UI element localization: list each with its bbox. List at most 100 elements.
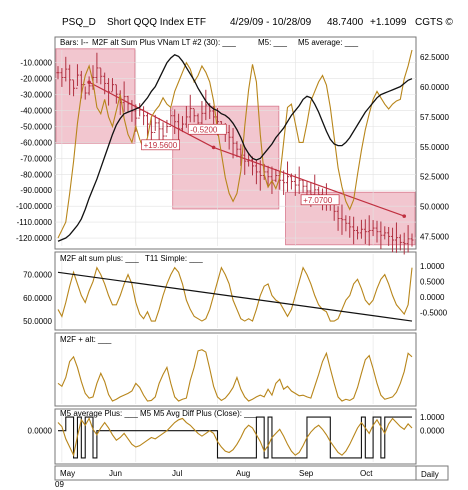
- price-bar: [173, 109, 177, 135]
- header-name: Short QQQ Index ETF: [107, 17, 206, 28]
- price-left-tick: -90.0000: [20, 186, 52, 195]
- price-bar: [188, 94, 192, 123]
- price-bar: [293, 174, 297, 196]
- price-bar: [60, 68, 64, 87]
- price-bar: [258, 160, 262, 191]
- price-bar: [169, 106, 173, 127]
- month-label-oct: Oct: [360, 469, 373, 478]
- price-bar: [375, 220, 379, 243]
- price-bar: [200, 101, 204, 126]
- price-bar: [391, 227, 395, 253]
- m2f-alt-panel-frame: [54, 332, 417, 407]
- price-bar: [254, 159, 258, 185]
- price-bars: [56, 52, 414, 255]
- price-panel-frame: [54, 36, 417, 250]
- price-bar: [301, 179, 305, 193]
- price-bar: [243, 147, 247, 175]
- price-bar: [114, 84, 118, 104]
- price-right-tick: 57.5000: [420, 113, 449, 122]
- tick-labels: -10.0000 -20.0000 -30.0000 -40.0000 -50.0000…: [16, 53, 450, 436]
- price-bar: [231, 128, 235, 159]
- m2f-sum-left-tick: 50.0000: [23, 317, 52, 326]
- m2f-sum-right-tick: 0.0000: [420, 293, 445, 302]
- series-lines: [57, 49, 413, 459]
- annotation-label: -0.5200: [190, 125, 218, 134]
- price-bar: [402, 232, 406, 255]
- highlight-zones: [55, 48, 416, 246]
- price-bar: [184, 106, 188, 128]
- m5-right-tick: 1.0000: [420, 413, 445, 422]
- price-bar: [75, 64, 79, 89]
- price-left-tick: -100.0000: [16, 202, 53, 211]
- price-bar: [99, 67, 103, 85]
- m2f-sum-left-tick: 60.0000: [23, 294, 52, 303]
- m2f-alt-legend: M2F + alt: ___: [60, 335, 112, 344]
- price-right-tick: 47.5000: [420, 232, 449, 241]
- price-bar: [289, 173, 293, 190]
- annotation-label: +7.0700: [303, 196, 333, 205]
- price-legend: Bars: I-- M2F alt Sum Plus VNam LT #2 (3…: [60, 38, 359, 47]
- price-left-tick: -120.0000: [16, 234, 53, 243]
- t11-simple-line: [57, 271, 413, 322]
- m5-right-tick: 0.0000: [420, 427, 445, 436]
- annotation-label: +19.5600: [144, 141, 178, 150]
- m5-average-line: [57, 54, 413, 242]
- price-bar: [286, 161, 290, 192]
- price-bar: [344, 215, 348, 232]
- price-bar: [64, 56, 68, 82]
- header-symbol: PSQ_D: [62, 17, 96, 28]
- header-change: +1.1099: [370, 17, 407, 28]
- price-bar: [297, 166, 301, 195]
- year-label: 09: [55, 480, 64, 489]
- m2f-sum-legend: M2F alt sum plus: ___ T11 Simple: ___: [60, 254, 203, 263]
- m2f-sum-right-tick: 0.5000: [420, 278, 445, 287]
- price-bar: [336, 206, 340, 231]
- price-right-tick: 50.0000: [420, 203, 449, 212]
- legend-m2f-alt-sum-plus: M2F alt sum plus: ___: [60, 254, 139, 263]
- price-bar: [359, 219, 363, 239]
- m5-average-plus-step: [58, 416, 412, 459]
- annotation-3: +7.0700: [300, 194, 340, 206]
- m2f-plus-alt-line: [57, 349, 413, 402]
- legend-m2f-alt-sum: M2F alt Sum Plus VNam LT #2 (30): ___: [92, 38, 236, 47]
- m2f-sum-right-tick: -0.5000: [420, 309, 448, 318]
- price-bar: [72, 79, 76, 97]
- price-bar: [398, 234, 402, 251]
- month-label-sep: Sep: [299, 469, 314, 478]
- price-bar: [235, 141, 239, 158]
- price-bar: [410, 233, 414, 247]
- price-bar: [180, 116, 184, 133]
- price-right-tick: 52.5000: [420, 173, 449, 182]
- m2f-alt-sum-line: [57, 49, 413, 239]
- price-bar: [387, 226, 391, 246]
- legend-m2f-plus-alt: M2F + alt: ___: [60, 335, 112, 344]
- price-right-tick: 60.0000: [420, 83, 449, 92]
- price-left-tick: -80.0000: [20, 170, 52, 179]
- price-left-tick: -50.0000: [20, 122, 52, 131]
- m2f-alt-sum-plus-line: [57, 266, 413, 322]
- price-bar: [227, 124, 231, 150]
- price-left-tick: -70.0000: [20, 154, 52, 163]
- month-label-jun: Jun: [109, 469, 122, 478]
- m2f-sum-panel-frame: [54, 251, 417, 331]
- legend-bars: Bars: I--: [60, 38, 89, 47]
- price-bar: [352, 216, 356, 245]
- legend-m5-average-plus: M5 average Plus: ___: [60, 409, 138, 418]
- legend-m5: M5: ___: [258, 38, 287, 47]
- m2f-sum-left-tick: 70.0000: [23, 271, 52, 280]
- price-bar: [383, 226, 387, 240]
- price-bar: [110, 78, 114, 93]
- gridlines: [55, 50, 416, 462]
- price-left-tick: -110.0000: [17, 218, 53, 227]
- price-bar: [192, 108, 196, 123]
- price-bar: [56, 66, 60, 80]
- price-bar: [394, 222, 398, 253]
- price-left-tick: -30.0000: [20, 91, 52, 100]
- price-bar: [266, 165, 270, 188]
- period-box: [415, 465, 449, 481]
- m5-left-tick: 0.0000: [28, 427, 53, 436]
- price-bar: [367, 215, 371, 246]
- trendline-point: [402, 214, 407, 218]
- header-last: 48.7400: [327, 17, 364, 28]
- price-bar: [204, 89, 208, 121]
